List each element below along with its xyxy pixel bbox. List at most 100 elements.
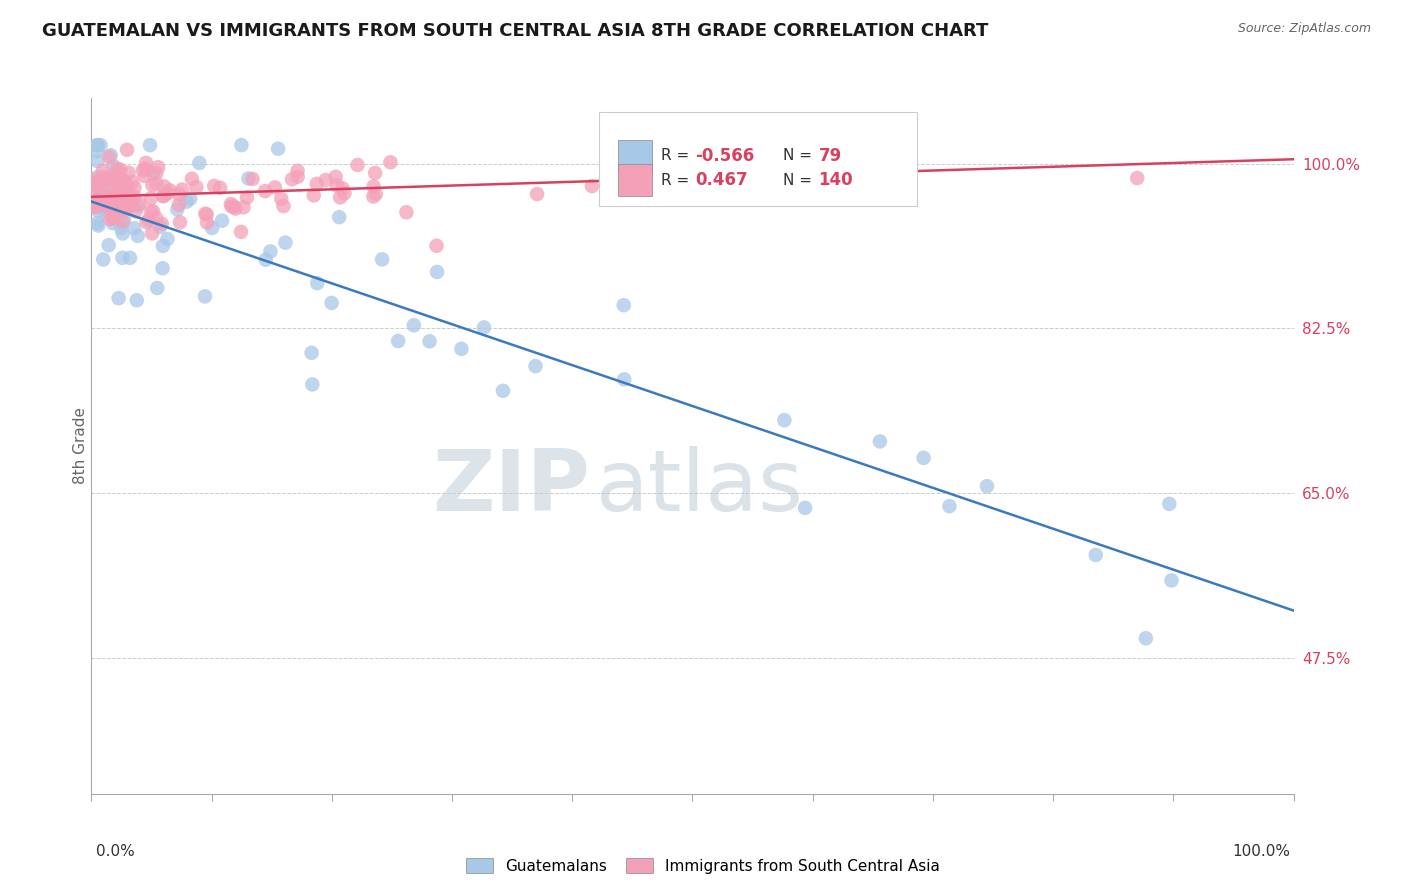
Point [333, 186, 356, 201]
Point [195, 207, 218, 221]
Point [259, 244, 281, 259]
Text: R =: R = [661, 148, 695, 163]
Point [134, 161, 156, 176]
Point [287, 164, 309, 178]
Point [1084, 548, 1107, 562]
Point [103, 211, 125, 225]
Point [121, 175, 143, 189]
Point [93, 193, 115, 207]
Point [238, 171, 260, 186]
Point [107, 166, 129, 180]
Point [156, 186, 179, 200]
Point [425, 238, 447, 252]
Point [115, 200, 138, 214]
Point [110, 192, 132, 206]
Point [110, 162, 132, 177]
Point [112, 196, 135, 211]
Point [105, 172, 128, 186]
Point [98, 201, 121, 215]
Point [112, 196, 135, 211]
FancyBboxPatch shape [617, 140, 651, 171]
Text: 100.0%: 100.0% [1233, 845, 1291, 859]
Text: atlas: atlas [596, 446, 804, 529]
Point [87, 174, 110, 188]
Point [325, 169, 347, 184]
Text: -0.566: -0.566 [695, 147, 754, 165]
Point [846, 145, 869, 159]
Point [180, 171, 202, 186]
Point [188, 156, 211, 170]
Point [912, 450, 935, 465]
Point [135, 156, 157, 170]
Point [613, 298, 636, 312]
Point [115, 202, 138, 216]
Point [86, 216, 108, 230]
Point [146, 160, 169, 174]
Point [91, 186, 114, 200]
Point [101, 210, 124, 224]
Point [107, 291, 129, 305]
Point [938, 500, 960, 514]
Point [267, 142, 290, 156]
Point [156, 232, 179, 246]
Point [100, 192, 122, 206]
Point [222, 199, 245, 213]
Point [91, 252, 114, 267]
Point [302, 188, 325, 202]
Text: Source: ZipAtlas.com: Source: ZipAtlas.com [1237, 22, 1371, 36]
Point [100, 148, 122, 162]
Point [1159, 497, 1181, 511]
Point [145, 166, 167, 180]
Point [86, 138, 108, 153]
Point [179, 192, 201, 206]
Point [167, 187, 190, 202]
Point [139, 138, 162, 153]
Point [419, 334, 441, 349]
Point [110, 221, 132, 235]
Point [787, 157, 810, 171]
Point [97, 171, 120, 186]
Point [153, 179, 176, 194]
Point [84, 200, 107, 214]
Point [108, 170, 131, 185]
Point [172, 183, 194, 197]
Point [395, 205, 418, 219]
Point [150, 217, 173, 231]
Point [254, 252, 277, 267]
Point [122, 221, 145, 235]
Point [328, 210, 350, 224]
Point [264, 180, 287, 194]
Point [128, 196, 150, 211]
Point [869, 434, 891, 449]
Point [229, 225, 252, 239]
Point [115, 187, 138, 202]
Point [120, 187, 142, 202]
Point [84, 200, 107, 214]
Point [166, 202, 188, 217]
Text: ZIP: ZIP [433, 446, 591, 529]
Point [807, 186, 830, 201]
Point [86, 153, 108, 168]
Point [84, 178, 107, 193]
Point [94, 182, 117, 196]
Point [97, 238, 120, 252]
Point [111, 227, 134, 241]
Point [305, 177, 328, 191]
FancyBboxPatch shape [617, 164, 651, 195]
Text: R =: R = [661, 173, 695, 187]
Point [101, 216, 124, 230]
Point [84, 185, 107, 199]
Point [127, 199, 149, 213]
Point [111, 194, 134, 208]
Point [387, 334, 409, 348]
Point [145, 177, 167, 191]
Point [731, 168, 754, 182]
Point [86, 192, 108, 206]
Point [124, 204, 146, 219]
Point [103, 200, 125, 214]
Point [402, 318, 425, 333]
Point [221, 199, 243, 213]
Point [142, 204, 165, 219]
Point [231, 138, 253, 153]
Point [111, 214, 134, 228]
